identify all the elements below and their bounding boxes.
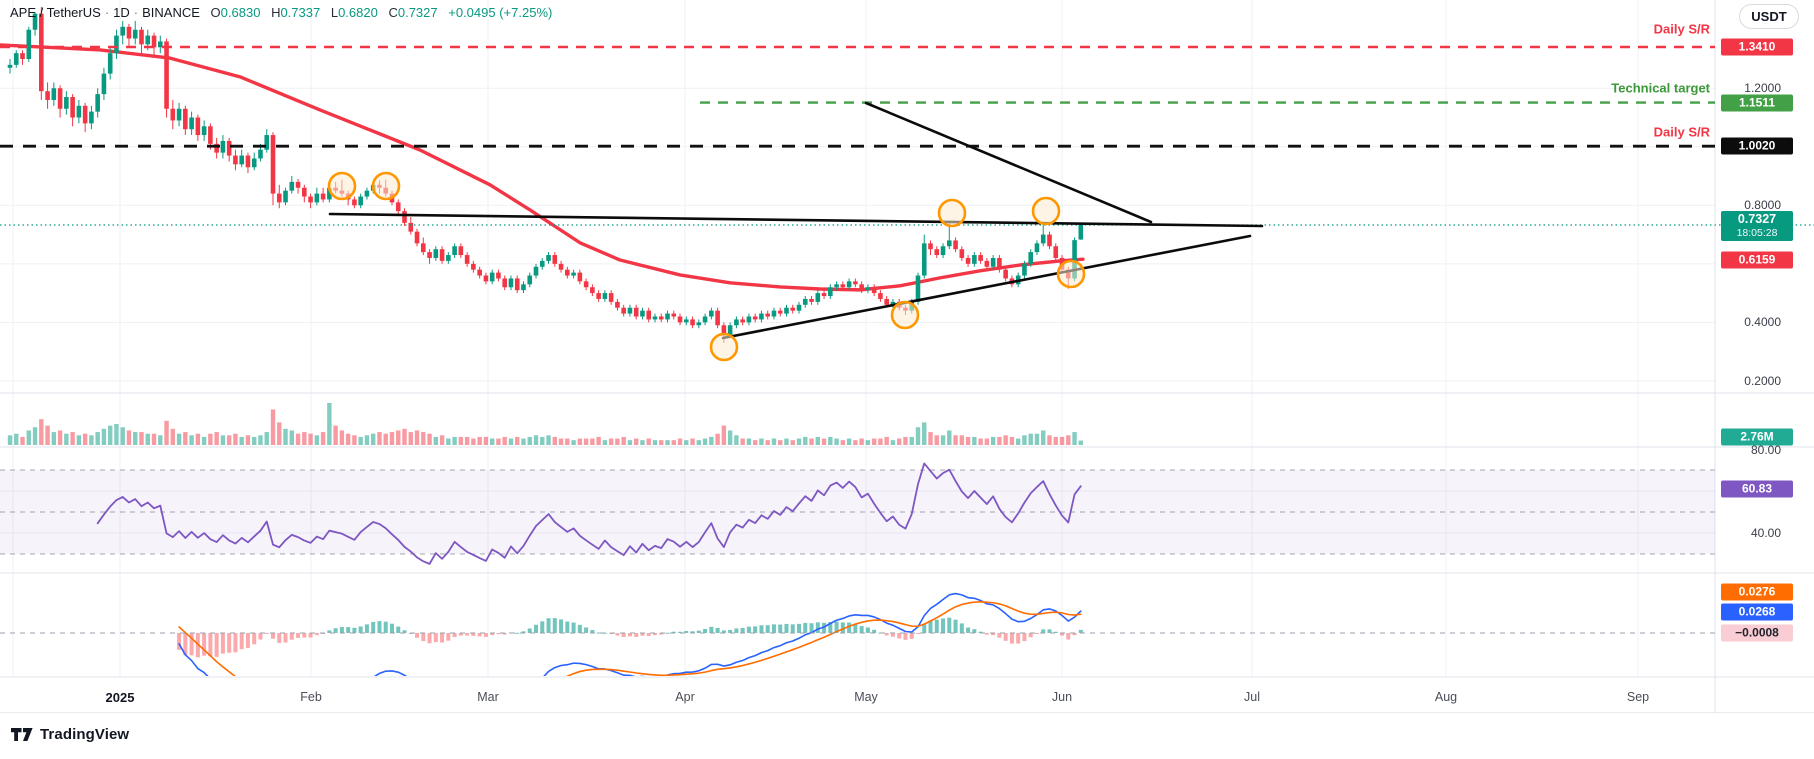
high-label: H — [271, 5, 281, 20]
interval-label[interactable]: 1D — [113, 5, 130, 20]
low-value: 0.6820 — [338, 5, 378, 20]
change-value: +0.0495 (+7.25%) — [448, 5, 553, 20]
triangle-ascending — [721, 234, 1252, 340]
low-label: L — [330, 5, 339, 20]
symbol-header: APE / TetherUS · 1D · BINANCE O0.6830 H0.733… — [10, 5, 552, 20]
trendlines — [328, 101, 1264, 340]
current-price-value: 0.7327 — [1737, 212, 1777, 226]
daily-sr-lower-label: Daily S/R — [1653, 124, 1710, 140]
ma-line — [0, 43, 1085, 292]
triangle-descending — [864, 101, 1153, 224]
volume-bars — [7, 403, 1084, 445]
symbol-title[interactable]: APE / TetherUS — [10, 5, 101, 20]
rsi-pane — [0, 462, 1715, 565]
close-value: 0.7327 — [397, 5, 438, 20]
tradingview-logo[interactable]: TradingView — [11, 726, 129, 743]
tradingview-mark-icon — [11, 728, 33, 741]
exchange-label: BINANCE — [142, 5, 200, 20]
open-label: O — [210, 5, 221, 20]
daily-sr-upper-label: Daily S/R — [1653, 21, 1710, 37]
currency-toggle-button[interactable]: USDT — [1739, 4, 1799, 29]
tradingview-logo-text: TradingView — [40, 726, 130, 743]
close-label: C — [388, 5, 398, 20]
price-levels — [0, 45, 1814, 226]
macd-pane — [177, 592, 1083, 676]
pane-separators — [0, 0, 1814, 713]
open-value: 0.6830 — [220, 5, 261, 20]
separator-dot: · — [104, 5, 110, 20]
chart-canvas[interactable] — [0, 0, 1814, 713]
high-value: 0.7337 — [280, 5, 321, 20]
technical-target-label: Technical target — [1611, 80, 1710, 96]
triangle-top — [328, 212, 1264, 228]
current-price-badge: 0.7327 18:05:28 — [1721, 211, 1793, 241]
separator-dot: · — [133, 5, 139, 20]
bar-countdown: 18:05:28 — [1736, 227, 1778, 239]
touch-marker-circles — [327, 171, 1086, 362]
